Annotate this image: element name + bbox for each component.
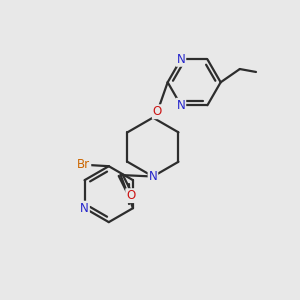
Text: N: N [176,53,185,66]
Text: O: O [126,189,136,202]
Text: N: N [148,170,157,183]
Text: N: N [80,202,89,215]
Text: O: O [153,105,162,118]
Text: N: N [176,99,185,112]
Text: Br: Br [77,158,90,171]
